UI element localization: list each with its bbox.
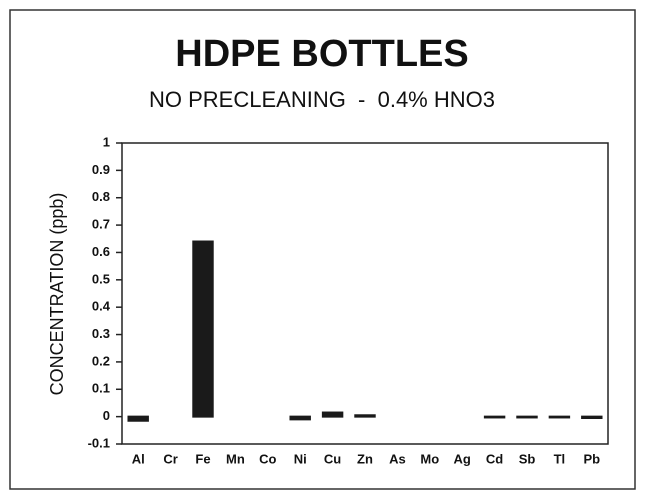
x-tick-label: Ag bbox=[454, 451, 471, 466]
y-tick-label: 0.1 bbox=[92, 381, 110, 396]
y-tick-label: 0.8 bbox=[92, 189, 110, 204]
y-tick-label: 0.5 bbox=[92, 271, 110, 286]
bar bbox=[192, 240, 214, 418]
y-tick-label: 0.4 bbox=[92, 299, 111, 314]
x-tick-label: Cr bbox=[163, 451, 177, 466]
x-tick-label: Pb bbox=[583, 451, 600, 466]
y-tick-label: 0.2 bbox=[92, 353, 110, 368]
y-tick-label: 0 bbox=[103, 408, 110, 423]
plot-area bbox=[121, 142, 609, 445]
x-tick-label: Ni bbox=[294, 451, 307, 466]
y-tick-label: 1 bbox=[103, 134, 110, 149]
x-tick-label: Tl bbox=[554, 451, 566, 466]
bar bbox=[321, 411, 344, 418]
x-tick-label: Sb bbox=[519, 451, 536, 466]
y-tick-label: -0.1 bbox=[88, 435, 110, 450]
frame bbox=[9, 9, 636, 490]
chart-subtitle: NO PRECLEANING - 0.4% HNO3 bbox=[149, 87, 495, 112]
chart-title: HDPE BOTTLES bbox=[175, 33, 468, 75]
x-tick-label: Al bbox=[132, 451, 145, 466]
bar bbox=[127, 415, 149, 422]
bar bbox=[548, 415, 571, 419]
y-tick-label: 0.7 bbox=[92, 217, 110, 232]
x-tick-label: Zn bbox=[357, 451, 373, 466]
bar bbox=[516, 415, 538, 419]
x-tick-label: Mo bbox=[420, 451, 439, 466]
x-tick-label: Mn bbox=[226, 451, 245, 466]
x-tick-label: Co bbox=[259, 451, 276, 466]
bar bbox=[289, 415, 311, 421]
y-tick-label: 0.6 bbox=[92, 244, 110, 259]
x-tick-label: Fe bbox=[195, 451, 210, 466]
y-tick-label: 0.3 bbox=[92, 326, 110, 341]
x-tick-label: Cd bbox=[486, 451, 503, 466]
y-axis-label: CONCENTRATION (ppb) bbox=[47, 193, 67, 396]
bar bbox=[581, 415, 603, 420]
x-tick-label: Cu bbox=[324, 451, 341, 466]
bar bbox=[483, 415, 506, 419]
x-tick-label: As bbox=[389, 451, 406, 466]
y-tick-label: 0.9 bbox=[92, 162, 110, 177]
bar bbox=[354, 414, 376, 418]
